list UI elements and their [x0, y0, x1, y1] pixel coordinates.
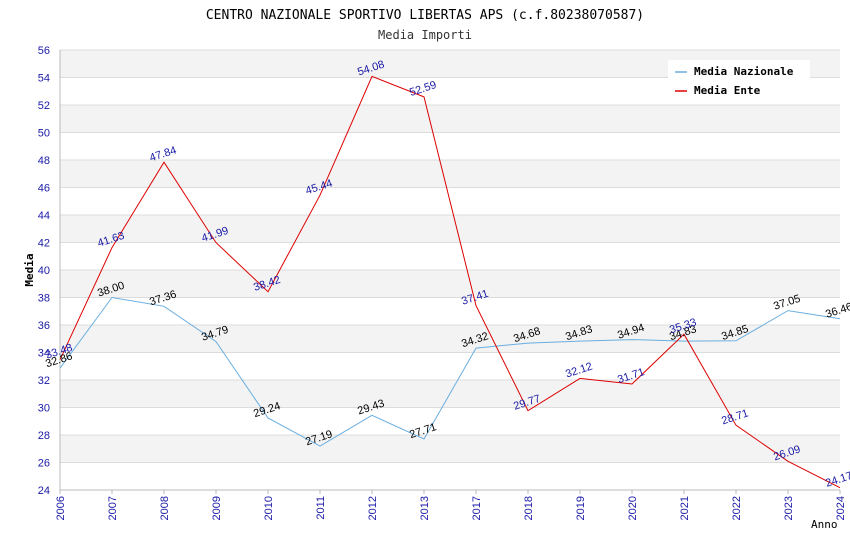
x-tick-label: 2019: [575, 496, 587, 520]
data-label: 24.17: [824, 470, 850, 490]
y-tick-label: 56: [38, 45, 50, 57]
x-tick-labels: 2006 2007 2008 2009 2010 2011 2012 2013 2017 2018…: [55, 496, 847, 520]
legend-label-media-ente: Media Ente: [694, 84, 761, 97]
grid-band: [60, 160, 840, 188]
chart-subtitle: Media Importi: [378, 28, 472, 42]
y-tick-label: 28: [38, 430, 50, 442]
x-tick-label: 2012: [367, 496, 379, 520]
y-tick-label: 54: [38, 73, 50, 85]
grid-bands: [60, 50, 840, 463]
y-tick-label: 36: [38, 320, 50, 332]
x-tick-label: 2024: [835, 496, 847, 520]
data-label: 32.12: [564, 361, 594, 381]
data-label: 36.46: [824, 301, 850, 321]
y-tick-label: 40: [38, 265, 50, 277]
y-tick-label: 24: [38, 485, 50, 497]
legend-label-media-nazionale: Media Nazionale: [694, 65, 794, 78]
x-tick-label: 2008: [159, 496, 171, 520]
y-tick-label: 44: [38, 210, 50, 222]
y-axis-label: Media: [23, 253, 36, 286]
y-tick-label: 26: [38, 458, 50, 470]
x-tick-label: 2006: [55, 496, 67, 520]
grid-band: [60, 105, 840, 133]
legend: Media Nazionale Media Ente: [668, 60, 810, 102]
y-tick-label: 52: [38, 100, 50, 112]
y-tick-label: 50: [38, 128, 50, 140]
grid-band: [60, 435, 840, 463]
x-tick-label: 2007: [107, 496, 119, 520]
x-tick-label: 2010: [263, 496, 275, 520]
y-tick-label: 34: [38, 348, 50, 360]
y-tick-label: 30: [38, 403, 50, 415]
grid-band: [60, 215, 840, 243]
x-tick-label: 2022: [731, 496, 743, 520]
legend-box: [668, 60, 810, 102]
grid-band: [60, 325, 840, 353]
y-tick-label: 46: [38, 183, 50, 195]
y-tick-label: 32: [38, 375, 50, 387]
y-tick-label: 42: [38, 238, 50, 250]
series-line-media-ente: [59, 75, 841, 489]
x-tick-label: 2009: [211, 496, 223, 520]
x-axis-label: Anno: [811, 518, 838, 531]
chart-title: CENTRO NAZIONALE SPORTIVO LIBERTAS APS (…: [206, 8, 644, 23]
y-tick-labels: 24 26 28 30 32 34 36 38 40 42 44 46 48 50 52 54 56: [38, 45, 50, 497]
x-tick-label: 2013: [419, 496, 431, 520]
x-tick-label: 2017: [471, 496, 483, 520]
x-tick-label: 2020: [627, 496, 639, 520]
y-tick-label: 38: [38, 293, 50, 305]
x-tick-label: 2011: [315, 496, 327, 520]
x-tick-label: 2021: [679, 496, 691, 520]
grid-band: [60, 270, 840, 298]
axes: [59, 50, 841, 494]
y-tick-label: 48: [38, 155, 50, 167]
x-tick-label: 2018: [523, 496, 535, 520]
x-tick-label: 2023: [783, 496, 795, 520]
series-line-media-nazionale: [59, 296, 841, 447]
series-lines: [59, 75, 841, 489]
